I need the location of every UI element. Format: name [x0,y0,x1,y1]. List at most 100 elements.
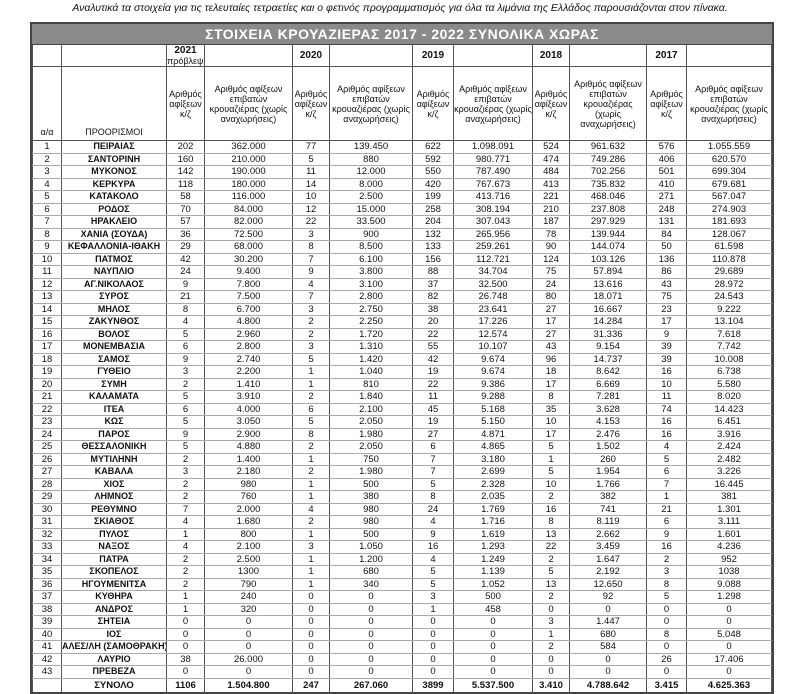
value-cell: 10 [292,190,330,204]
value-cell: 2.180 [204,465,293,479]
value-cell: 2 [292,315,330,329]
data-row: 5 ΚΑΤΑΚΟΛΟ 58 116.000 10 2.500 199 413.716 221 46… [32,190,772,204]
value-cell: 17 [646,315,687,329]
value-cell: 3 [292,228,330,241]
value-cell: 124 [532,253,570,266]
value-cell: 6.669 [569,378,647,391]
value-cell: 9.288 [453,390,533,404]
data-table: 2021 πρόβλεψη 2020 2019 2018 2017 α/α ΠΡΟΟΡΙΣΜΟ… [32,45,772,692]
value-cell: 3 [292,303,330,316]
value-cell: 1.050 [329,540,413,554]
value-cell: 2.482 [686,453,772,466]
index-cell: 39 [32,615,62,629]
value-cell: 1 [166,528,205,541]
destination-cell: ΠΕΙΡΑΙΑΣ [61,140,167,154]
destination-cell: ΣΑΜΟΣ [61,353,167,366]
value-cell: 810 [329,378,413,391]
value-cell: 139.944 [569,228,647,241]
value-cell: 980 [329,503,413,516]
destination-cell: ΠΥΛΟΣ [61,528,167,541]
value-cell: 1 [292,453,330,466]
value-cell: 17 [532,428,570,441]
value-cell: 0 [292,628,330,641]
destination-cell: ΖΑΚΥΝΘΟΣ [61,315,167,329]
index-cell: 33 [32,540,62,554]
value-cell: 0 [412,640,454,654]
value-cell: 0 [686,615,772,629]
value-cell: 0 [569,665,647,679]
value-cell: 8 [292,240,330,254]
value-cell: 240 [204,590,293,604]
table-title: ΣΤΟΙΧΕΙΑ ΚΡΟΥΑΖΙΕΡΑΣ 2017 - 2022 ΣΥΝΟΛΙΚ… [32,24,772,45]
value-cell: 2.740 [204,353,293,366]
value-cell: 1.420 [329,353,413,366]
destination-cell: ΜΥΚΟΝΟΣ [61,165,167,179]
value-cell: 19 [412,415,454,429]
value-cell: 0 [329,665,413,679]
value-cell: 1.139 [453,565,533,579]
destination-cell: ΜΥΤΙΛΗΝΗ [61,453,167,466]
value-cell: 39 [646,353,687,366]
data-row: 29 ΛΗΜΝΟΣ 2 760 1 380 8 2.035 2 382 1 381 [32,490,772,504]
value-cell: 0 [329,603,413,616]
value-cell: 1 [292,478,330,491]
value-cell: 9.386 [453,378,533,391]
value-cell: 55 [412,340,454,354]
value-cell: 4.000 [204,403,293,416]
value-cell: 78 [532,228,570,241]
value-cell: 1.310 [329,340,413,354]
value-cell: 2 [166,378,205,391]
value-cell: 0 [453,628,533,641]
value-cell: 787.490 [453,165,533,179]
value-cell: 10.107 [453,340,533,354]
value-cell: 1 [646,490,687,504]
value-cell: 19 [412,365,454,379]
value-cell: 2.960 [204,328,293,341]
index-cell: 35 [32,565,62,579]
value-cell: 160 [166,153,205,166]
value-cell: 6 [646,465,687,479]
value-cell: 413.716 [453,190,533,204]
index-cell: 27 [32,465,62,479]
total-label: ΣΥΝΟΛΟ [61,677,167,692]
index-cell: 21 [32,390,62,404]
value-cell: 2.000 [204,503,293,516]
destination-cell: ΣΗΤΕΙΑ [61,615,167,629]
value-cell: 9.674 [453,365,533,379]
value-cell: 474 [532,153,570,166]
destination-cell: ΓΥΘΕΙΟ [61,365,167,379]
value-cell: 144.074 [569,240,647,254]
index-cell: 5 [32,190,62,204]
value-cell: 21 [166,290,205,304]
value-cell: 5 [646,453,687,466]
index-cell: 26 [32,453,62,466]
value-cell: 22 [292,215,330,229]
value-cell: 1 [292,365,330,379]
value-cell: 952 [686,553,772,566]
data-row: 10 ΠΑΤΜΟΣ 42 30.200 7 6.100 156 112.721 124 103.1… [32,253,772,266]
year: 2018 [539,49,563,61]
value-cell: 2 [166,565,205,579]
index-cell: 22 [32,403,62,416]
value-cell: 7.500 [204,290,293,304]
value-cell: 2.250 [329,315,413,329]
value-cell: 38 [412,303,454,316]
value-cell: 2 [292,440,330,454]
value-cell: 0 [166,665,205,679]
value-cell: 500 [453,590,533,604]
value-cell: 18.071 [569,290,647,304]
value-cell: 190.000 [204,165,293,179]
value-cell: 1.200 [329,553,413,566]
column-header: Αριθμός αφίξεων κ/ζ [292,66,330,141]
index-cell: 18 [32,353,62,366]
total-cell: 1106 [166,677,205,692]
value-cell: 3 [646,565,687,579]
value-cell: 4 [412,515,454,529]
value-cell: 4.880 [204,440,293,454]
value-cell: 22 [532,540,570,554]
value-cell: 1 [532,628,570,641]
data-row: 6 ΡΟΔΟΣ 70 84.000 12 15.000 258 308.194 210 237.8… [32,203,772,216]
column-header: Αριθμός αφίξεων επιβατών κρουαζιέρας (χω… [329,66,413,141]
data-row: 19 ΓΥΘΕΙΟ 3 2.200 1 1.040 19 9.674 18 8.642 16 6.73… [32,365,772,379]
value-cell: 0 [646,665,687,679]
